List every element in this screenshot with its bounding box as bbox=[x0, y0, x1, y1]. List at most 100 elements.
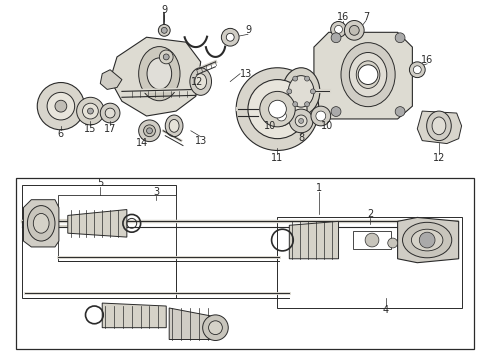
Circle shape bbox=[37, 82, 84, 130]
Circle shape bbox=[419, 232, 435, 248]
Circle shape bbox=[147, 128, 152, 134]
Circle shape bbox=[365, 233, 379, 247]
Circle shape bbox=[260, 91, 295, 127]
Polygon shape bbox=[314, 32, 413, 119]
Ellipse shape bbox=[432, 117, 446, 135]
Circle shape bbox=[293, 102, 297, 107]
Circle shape bbox=[305, 102, 310, 107]
Text: 16: 16 bbox=[337, 12, 349, 22]
Circle shape bbox=[236, 68, 319, 150]
Polygon shape bbox=[24, 200, 59, 247]
Circle shape bbox=[82, 103, 98, 119]
Circle shape bbox=[226, 33, 234, 41]
Circle shape bbox=[144, 125, 155, 137]
Text: 12: 12 bbox=[433, 153, 445, 163]
Circle shape bbox=[344, 21, 364, 40]
Circle shape bbox=[159, 50, 173, 64]
Text: 16: 16 bbox=[421, 55, 433, 65]
Ellipse shape bbox=[190, 68, 212, 95]
Ellipse shape bbox=[356, 61, 380, 89]
Circle shape bbox=[158, 24, 170, 36]
Text: 11: 11 bbox=[271, 153, 284, 163]
Ellipse shape bbox=[139, 46, 180, 101]
Text: 5: 5 bbox=[97, 178, 103, 188]
Circle shape bbox=[311, 89, 316, 94]
Circle shape bbox=[289, 109, 313, 133]
Ellipse shape bbox=[341, 42, 395, 107]
Text: 12: 12 bbox=[191, 77, 203, 86]
Text: 15: 15 bbox=[84, 124, 97, 134]
Polygon shape bbox=[110, 37, 201, 116]
Circle shape bbox=[209, 321, 222, 334]
Circle shape bbox=[287, 89, 292, 94]
Circle shape bbox=[331, 22, 346, 37]
Polygon shape bbox=[169, 308, 211, 339]
Circle shape bbox=[331, 33, 341, 43]
Circle shape bbox=[395, 33, 405, 43]
Circle shape bbox=[105, 108, 115, 118]
Circle shape bbox=[100, 103, 120, 123]
Text: 17: 17 bbox=[104, 124, 116, 134]
Circle shape bbox=[139, 120, 160, 141]
Circle shape bbox=[331, 107, 341, 117]
Polygon shape bbox=[289, 221, 339, 259]
Circle shape bbox=[276, 111, 286, 121]
Ellipse shape bbox=[412, 229, 443, 251]
Circle shape bbox=[269, 100, 286, 118]
Ellipse shape bbox=[27, 206, 55, 241]
Circle shape bbox=[311, 106, 331, 126]
Ellipse shape bbox=[282, 68, 320, 115]
Text: 2: 2 bbox=[367, 210, 373, 220]
Circle shape bbox=[221, 28, 239, 46]
Text: 8: 8 bbox=[298, 133, 304, 143]
Circle shape bbox=[203, 315, 228, 341]
Circle shape bbox=[358, 65, 378, 85]
Polygon shape bbox=[16, 178, 474, 349]
Text: 9: 9 bbox=[245, 25, 251, 35]
Text: 3: 3 bbox=[153, 187, 159, 197]
Circle shape bbox=[293, 76, 297, 81]
Circle shape bbox=[47, 93, 74, 120]
Circle shape bbox=[163, 54, 169, 60]
Polygon shape bbox=[58, 195, 176, 261]
Bar bbox=[353, 231, 391, 249]
Circle shape bbox=[305, 76, 310, 81]
Polygon shape bbox=[277, 217, 462, 308]
Ellipse shape bbox=[33, 213, 49, 233]
Text: 1: 1 bbox=[316, 183, 322, 193]
Polygon shape bbox=[102, 303, 166, 328]
Text: 13: 13 bbox=[240, 69, 252, 79]
Text: 7: 7 bbox=[363, 12, 369, 22]
Circle shape bbox=[414, 66, 421, 74]
Circle shape bbox=[299, 118, 304, 123]
Ellipse shape bbox=[147, 58, 172, 89]
Circle shape bbox=[248, 80, 307, 139]
Ellipse shape bbox=[349, 53, 387, 97]
Ellipse shape bbox=[165, 115, 183, 137]
Circle shape bbox=[335, 26, 343, 33]
Text: 9: 9 bbox=[161, 5, 167, 15]
Circle shape bbox=[395, 107, 405, 117]
Circle shape bbox=[349, 26, 359, 35]
Circle shape bbox=[295, 115, 307, 127]
Text: 10: 10 bbox=[264, 121, 276, 131]
Circle shape bbox=[388, 238, 397, 248]
Circle shape bbox=[88, 108, 94, 114]
Ellipse shape bbox=[427, 111, 451, 141]
Ellipse shape bbox=[169, 120, 179, 132]
Circle shape bbox=[316, 111, 326, 121]
Ellipse shape bbox=[402, 222, 452, 258]
Circle shape bbox=[76, 97, 104, 125]
Circle shape bbox=[161, 27, 167, 33]
Polygon shape bbox=[397, 217, 459, 263]
Text: 10: 10 bbox=[320, 121, 333, 131]
Polygon shape bbox=[22, 185, 176, 298]
Polygon shape bbox=[68, 210, 127, 237]
Text: 13: 13 bbox=[195, 136, 207, 145]
Polygon shape bbox=[100, 70, 122, 89]
Ellipse shape bbox=[195, 74, 207, 89]
Circle shape bbox=[271, 106, 291, 126]
Circle shape bbox=[410, 62, 425, 78]
Circle shape bbox=[55, 100, 67, 112]
Polygon shape bbox=[417, 111, 462, 144]
